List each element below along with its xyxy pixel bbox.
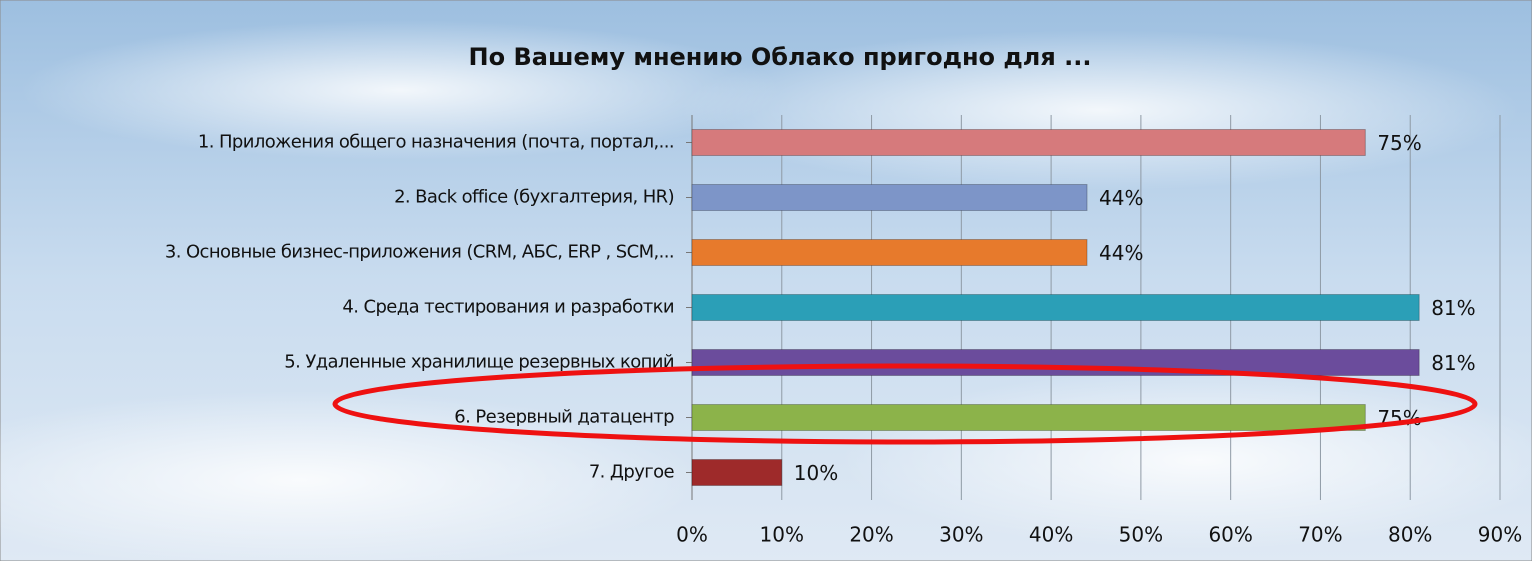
page: По Вашему мнению Облако пригодно для ...… xyxy=(0,0,1532,561)
x-tick-label: 80% xyxy=(1388,523,1432,547)
bar xyxy=(692,240,1087,266)
x-tick-label: 40% xyxy=(1029,523,1073,547)
bar xyxy=(692,295,1419,321)
y-tick-label: 3. Основные бизнес-приложения (CRM, АБС,… xyxy=(165,242,674,263)
y-tick-label: 4. Среда тестирования и разработки xyxy=(342,297,674,318)
value-label: 75% xyxy=(1377,131,1421,155)
x-tick-label: 90% xyxy=(1478,523,1522,547)
x-tick-label: 10% xyxy=(760,523,804,547)
bar xyxy=(692,130,1365,156)
x-tick-label: 60% xyxy=(1208,523,1252,547)
value-label: 10% xyxy=(794,461,838,485)
x-tick-label: 0% xyxy=(676,523,708,547)
x-tick-label: 20% xyxy=(849,523,893,547)
x-tick-label: 50% xyxy=(1119,523,1163,547)
value-label: 44% xyxy=(1099,241,1143,265)
x-tick-label: 70% xyxy=(1298,523,1342,547)
bar xyxy=(692,185,1087,211)
y-tick-label: 2. Back office (бухгалтерия, HR) xyxy=(394,187,674,208)
bar xyxy=(692,350,1419,376)
x-tick-label: 30% xyxy=(939,523,983,547)
value-label: 81% xyxy=(1431,296,1475,320)
y-tick-label: 1. Приложения общего назначения (почта, … xyxy=(198,132,674,153)
bar xyxy=(692,460,782,486)
y-tick-label: 7. Другое xyxy=(589,462,675,483)
chart: По Вашему мнению Облако пригодно для ...… xyxy=(0,0,1532,561)
value-label: 44% xyxy=(1099,186,1143,210)
bar xyxy=(692,405,1365,431)
chart-title: По Вашему мнению Облако пригодно для ... xyxy=(469,43,1092,71)
y-tick-label: 6. Резервный датацентр xyxy=(454,407,674,428)
value-label: 81% xyxy=(1431,351,1475,375)
